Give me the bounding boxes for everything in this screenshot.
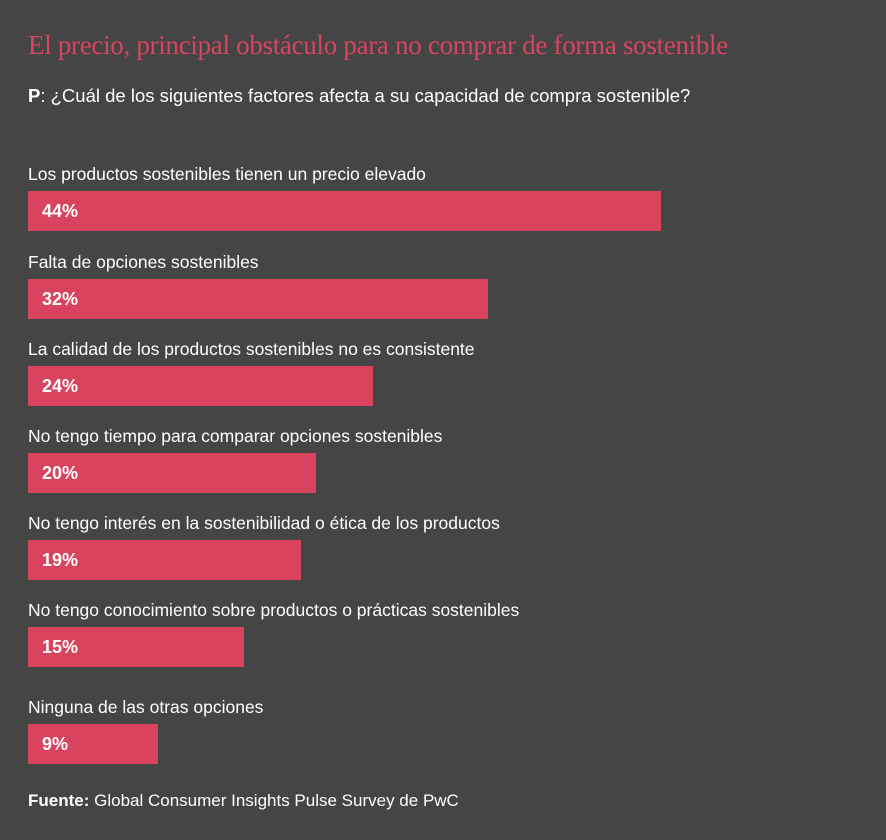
question-prefix: P [28,85,41,106]
data-label: 15% [42,637,79,657]
category-label: No tengo conocimiento sobre productos o … [28,600,520,620]
bar: 19% [28,540,302,580]
category-label: La calidad de los productos sostenibles … [28,339,475,359]
category-label: No tengo tiempo para comparar opciones s… [28,426,443,446]
source-label: Fuente: [28,791,90,810]
bar: 15% [28,627,244,667]
bar: 32% [28,279,489,319]
category-label: No tengo interés en la sostenibilidad o … [28,513,500,533]
category-label: Los productos sostenibles tienen un prec… [28,164,426,184]
bar: 9% [28,724,158,764]
source-text: Global Consumer Insights Pulse Survey de… [89,791,459,810]
source-note: Fuente: Global Consumer Insights Pulse S… [28,791,459,811]
bar: 44% [28,191,662,231]
data-label: 20% [42,463,79,483]
data-label: 9% [42,734,69,754]
bar: 20% [28,453,316,493]
chart-title: El precio, principal obstáculo para no c… [28,30,728,60]
data-label: 19% [42,550,79,570]
data-label: 32% [42,289,79,309]
data-label: 24% [42,376,79,396]
bar: 24% [28,366,374,406]
category-label: Falta de opciones sostenibles [28,252,259,272]
survey-question: P: ¿Cuál de los siguientes factores afec… [28,85,690,107]
category-label: Ninguna de las otras opciones [28,697,264,717]
question-text: : ¿Cuál de los siguientes factores afect… [40,85,691,106]
data-label: 44% [42,201,79,221]
